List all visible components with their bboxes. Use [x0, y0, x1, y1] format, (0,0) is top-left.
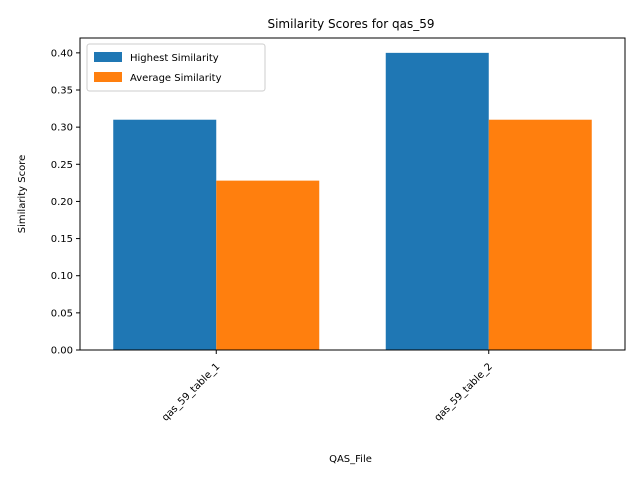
y-tick-label: 0.20: [51, 197, 73, 208]
bar-average-similarity-1: [488, 119, 592, 350]
plot-frame: [79, 37, 626, 351]
y-tick-label: 0.35: [51, 86, 73, 97]
bars: [113, 52, 592, 350]
legend: Highest Similarity Average Similarity: [86, 43, 266, 92]
y-tick-label: 0.30: [51, 123, 73, 134]
y-tick-label: 0.00: [51, 346, 73, 357]
x-axis-label: QAS_File: [329, 454, 372, 465]
y-tick-label: 0.10: [51, 271, 73, 282]
legend-label: Highest Similarity: [130, 53, 219, 64]
chart-title: Similarity Scores for qas_59: [267, 17, 434, 31]
y-axis: 0.00 0.05 0.10 0.15 0.20 0.25 0.30 0.35 0.40: [51, 48, 80, 357]
y-tick-label: 0.15: [51, 234, 73, 245]
x-tick-label: qas_59_table_1: [160, 361, 222, 423]
y-axis-label: Similarity Score: [17, 155, 28, 233]
y-tick-label: 0.40: [51, 48, 73, 59]
legend-swatch: [94, 72, 122, 82]
x-axis: qas_59_table_1 qas_59_table_2: [160, 350, 495, 424]
legend-label: Average Similarity: [130, 73, 222, 84]
legend-box: [86, 43, 266, 92]
bar-highest-similarity-0: [113, 119, 217, 350]
bar-average-similarity-0: [216, 180, 320, 350]
y-tick-label: 0.25: [51, 160, 73, 171]
legend-swatch: [94, 52, 122, 62]
bar-highest-similarity-1: [385, 52, 489, 350]
x-tick-label: qas_59_table_2: [433, 361, 495, 423]
y-tick-label: 0.05: [51, 308, 73, 319]
